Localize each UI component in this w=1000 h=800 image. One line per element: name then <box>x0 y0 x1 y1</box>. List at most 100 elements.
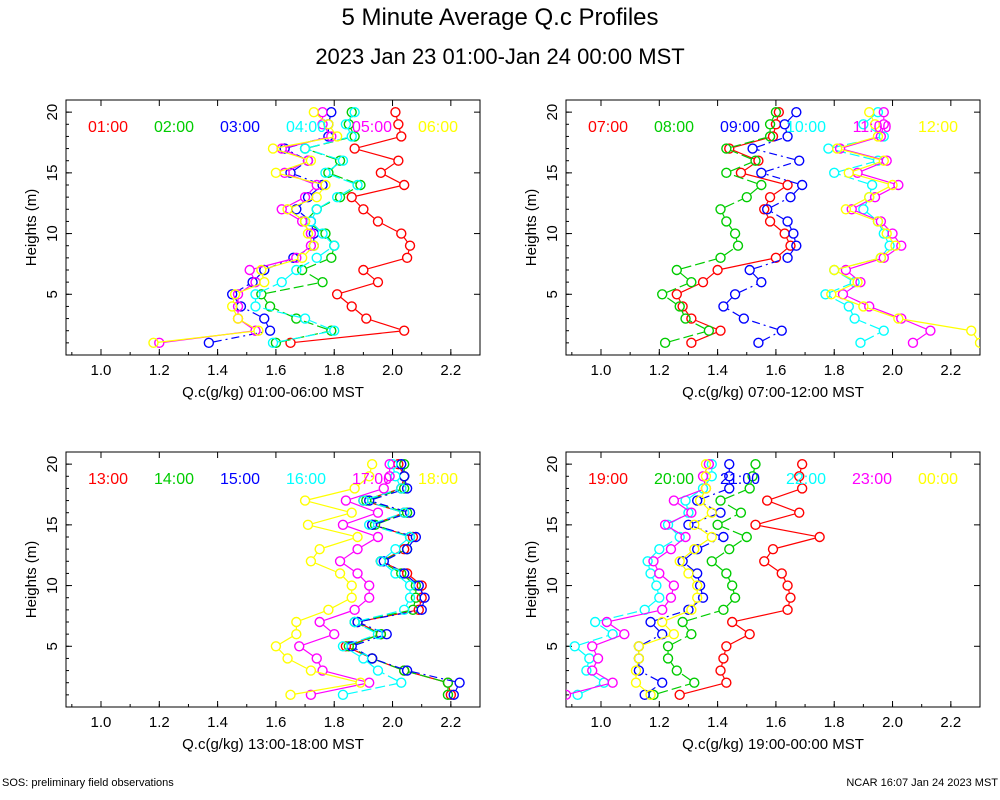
data-point <box>726 580 738 591</box>
data-point <box>869 119 881 130</box>
data-point <box>683 604 694 616</box>
data-point <box>317 276 328 288</box>
data-point <box>337 689 349 701</box>
data-point <box>718 604 729 616</box>
y-tick-label: 5 <box>44 290 61 298</box>
series-segment <box>680 272 688 280</box>
series-segment <box>752 273 759 279</box>
series-segment <box>279 636 293 645</box>
data-point <box>700 483 712 494</box>
series-segment <box>254 258 292 270</box>
data-point <box>323 167 334 179</box>
data-point <box>445 689 457 701</box>
series-segment <box>578 649 586 656</box>
data-point <box>872 216 884 227</box>
data-point <box>270 337 282 349</box>
x-tick-label: 1.4 <box>207 362 228 379</box>
series-segment <box>420 589 423 594</box>
data-point <box>744 628 755 640</box>
series-segment <box>300 611 324 621</box>
data-point <box>691 592 703 603</box>
series-segment <box>682 564 687 570</box>
series-segment <box>685 310 689 315</box>
data-point <box>881 155 892 166</box>
data-point <box>855 337 866 349</box>
data-point <box>697 592 709 603</box>
chart-panel-1: 1.0 1.2 1.4 1.6 1.8 2.0 2.2 5 10 15 20 Q.c(g/kg) 01… <box>23 99 481 401</box>
data-point <box>390 568 401 579</box>
data-point <box>750 458 761 470</box>
data-point <box>820 289 831 300</box>
data-point <box>340 119 352 130</box>
series-segment <box>866 212 875 219</box>
series-segment <box>586 663 589 666</box>
series-segment <box>369 468 372 472</box>
series-segment <box>727 308 740 317</box>
data-point <box>305 689 317 701</box>
data-point <box>782 252 793 264</box>
legend-label: 02:00 <box>154 119 194 136</box>
data-point <box>840 264 852 276</box>
data-point <box>703 458 715 470</box>
y-axis-label: Heights (m) <box>523 189 540 267</box>
y-axis-label: Heights (m) <box>523 541 540 619</box>
series-segment <box>726 297 733 304</box>
data-point <box>674 301 685 312</box>
data-point <box>721 568 732 579</box>
series-segment <box>401 481 404 484</box>
series-segment <box>653 625 660 631</box>
series-segment <box>245 308 261 317</box>
data-point <box>686 337 697 349</box>
data-point <box>651 580 662 591</box>
series-segment <box>703 503 709 510</box>
series-segment <box>393 468 395 472</box>
data-point <box>291 264 302 276</box>
series-segment <box>850 198 866 208</box>
series-segment <box>598 624 609 632</box>
series-segment <box>850 310 854 315</box>
data-point <box>334 568 346 579</box>
data-point <box>729 592 741 603</box>
series-segment <box>343 551 354 559</box>
data-point <box>715 204 726 215</box>
series-segment <box>748 319 778 330</box>
series-segment <box>309 319 330 330</box>
series-segment <box>724 651 726 654</box>
data-point <box>372 216 384 227</box>
series-0400 <box>250 106 363 349</box>
data-point <box>250 289 261 300</box>
series-segment <box>870 116 874 121</box>
data-point <box>864 106 875 118</box>
series-segment <box>639 685 648 693</box>
series-segment <box>397 480 400 485</box>
data-point <box>358 264 369 276</box>
data-point <box>291 616 302 628</box>
series-segment <box>309 489 350 500</box>
series-segment <box>698 515 709 523</box>
data-point <box>291 252 302 264</box>
y-tick-label: 10 <box>544 225 561 242</box>
series-segment <box>313 224 320 231</box>
series-segment <box>312 525 353 537</box>
data-point <box>366 458 378 470</box>
data-point <box>398 507 410 518</box>
data-point <box>375 628 387 640</box>
data-point <box>253 325 264 336</box>
data-point <box>393 119 404 130</box>
data-point <box>834 143 846 154</box>
data-point <box>419 592 430 603</box>
series-segment <box>346 648 360 657</box>
data-point <box>896 313 907 324</box>
series-segment <box>771 198 787 208</box>
series-segment <box>736 610 783 622</box>
series-segment <box>681 283 699 293</box>
data-point <box>896 240 907 251</box>
data-point <box>326 106 337 118</box>
footer-timestamp: NCAR 16:07 Jan 24 2023 MST <box>846 777 998 789</box>
plot-area <box>148 106 416 349</box>
data-point <box>592 653 604 664</box>
data-point <box>398 665 410 676</box>
x-tick-label: 1.8 <box>824 714 845 731</box>
data-point <box>398 604 410 616</box>
series-segment <box>366 212 375 219</box>
